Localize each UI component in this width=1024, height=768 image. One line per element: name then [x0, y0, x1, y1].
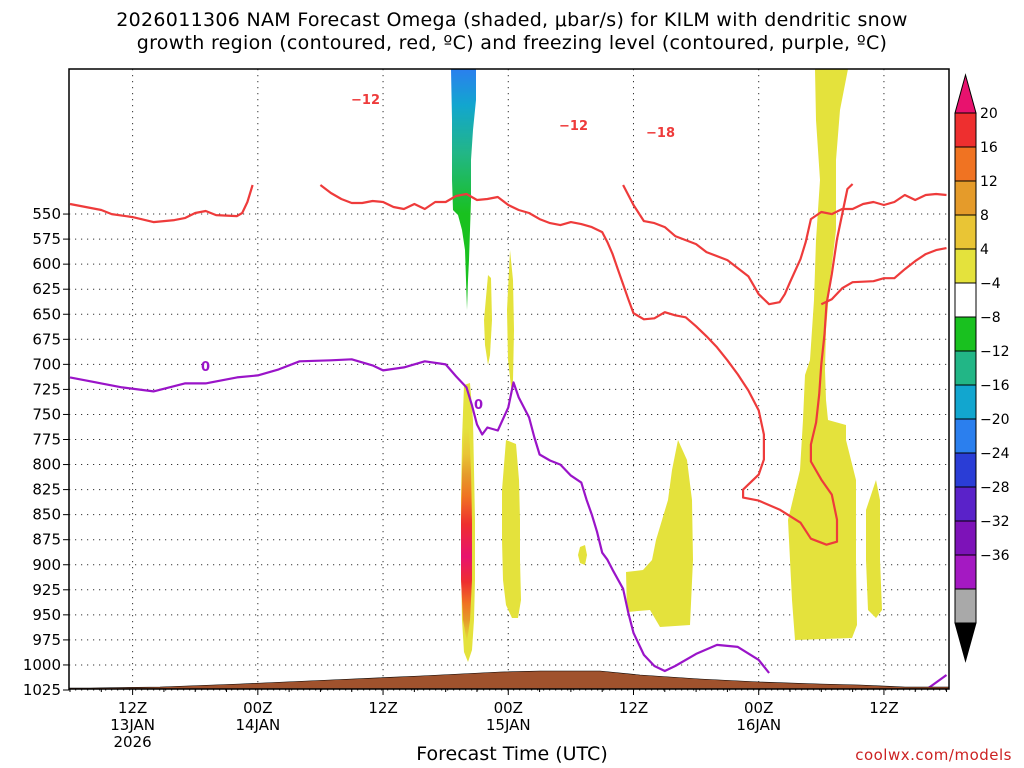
- colorbar-swatch: [954, 248, 977, 284]
- contour-curves: [69, 183, 948, 689]
- y-tick-label: 700: [32, 355, 61, 373]
- colorbar-swatch: [954, 214, 977, 250]
- colorbar-label: 8: [980, 208, 989, 224]
- colorbar-swatch: [954, 520, 977, 556]
- colorbar-bottom-arrow: [954, 622, 977, 663]
- x-tick-label: 00Z: [243, 699, 272, 717]
- colorbar-label: −32: [980, 514, 1010, 530]
- y-tick-label: 900: [32, 556, 61, 574]
- colorbar-swatch: [954, 418, 977, 454]
- y-tick-label: 950: [32, 606, 61, 624]
- colorbar-label: −20: [980, 412, 1010, 428]
- y-tick-label: 675: [32, 330, 61, 348]
- colorbar-label: 12: [980, 174, 998, 190]
- contour-label-minus18: −18: [646, 126, 675, 141]
- omega-ascent-band-2: [502, 440, 521, 618]
- y-tick-label: 1025: [23, 681, 61, 699]
- colorbar-label: −8: [980, 310, 1001, 326]
- colorbar-swatch: [954, 350, 977, 386]
- y-tick-label: 875: [32, 531, 61, 549]
- colorbar-swatch: [954, 112, 977, 148]
- x-tick-label: 13JAN: [110, 716, 155, 734]
- x-tick-label: 15JAN: [486, 716, 531, 734]
- contour-line: [622, 184, 947, 306]
- contour-label-minus12-a: −12: [351, 93, 380, 108]
- colorbar-swatch: [954, 588, 977, 624]
- y-tick-label: 975: [32, 631, 61, 649]
- y-tick-label: 650: [32, 305, 61, 323]
- contour-label-minus12-b: −12: [559, 119, 588, 134]
- contour-line: [820, 247, 947, 306]
- x-tick-label: 12Z: [869, 699, 898, 717]
- y-tick-label: 625: [32, 280, 61, 298]
- y-tick-label: 600: [32, 255, 61, 273]
- colorbar-swatch: [954, 452, 977, 488]
- colorbar: 20 16 12 8 4 −4 −8 −12 −16 −20 −24 −28 −32 −36: [954, 73, 1010, 663]
- plot-frame: [68, 68, 950, 690]
- y-tick-label: 850: [32, 506, 61, 524]
- omega-ascent-core-center: [461, 428, 472, 642]
- x-tick-label: 16JAN: [736, 716, 781, 734]
- x-tick-label: 12Z: [368, 699, 397, 717]
- colorbar-label: 16: [980, 140, 998, 156]
- omega-descent-region: [451, 69, 476, 310]
- y-tick-label: 550: [32, 205, 61, 223]
- x-axis-title: Forecast Time (UTC): [416, 743, 608, 765]
- colorbar-swatch: [954, 282, 977, 318]
- colorbar-swatch: [954, 180, 977, 216]
- y-tick-label: 800: [32, 456, 61, 474]
- credit-label: coolwx.com/models: [855, 746, 1012, 764]
- contour-line: [319, 183, 854, 546]
- terrain-fill: [68, 670, 950, 690]
- colorbar-top-arrow: [954, 73, 977, 114]
- colorbar-label: −16: [980, 378, 1010, 394]
- chart-subtitle: growth region (contoured, red, ºC) and f…: [136, 32, 888, 54]
- omega-ascent-band-5: [866, 480, 882, 618]
- colorbar-swatch: [954, 486, 977, 522]
- chart-title: 2026011306 NAM Forecast Omega (shaded, μ…: [116, 9, 908, 31]
- colorbar-label: −28: [980, 480, 1010, 496]
- omega-ascent-thin-2: [507, 250, 514, 395]
- colorbar-label: −24: [980, 446, 1010, 462]
- y-tick-label: 825: [32, 481, 61, 499]
- contour-line: [69, 184, 254, 224]
- x-tick-label: 12Z: [118, 699, 147, 717]
- omega-shading: [451, 69, 882, 662]
- y-tick-label: 775: [32, 431, 61, 449]
- y-tick-label: 1000: [23, 656, 61, 674]
- omega-ascent-band-3: [626, 440, 693, 627]
- y-axis: 550 575 600 625 650 675 700 725 750 775 800 825 850 8…: [23, 205, 69, 699]
- colorbar-swatch: [954, 146, 977, 182]
- x-tick-label: 2026: [114, 733, 152, 751]
- x-tick-label: 00Z: [494, 699, 523, 717]
- colorbar-swatch: [954, 554, 977, 590]
- x-tick-label: 00Z: [744, 699, 773, 717]
- y-tick-label: 750: [32, 405, 61, 423]
- x-tick-label: 12Z: [619, 699, 648, 717]
- colorbar-swatch: [954, 384, 977, 420]
- x-tick-label: 14JAN: [235, 716, 280, 734]
- contour-label-zero-b: 0: [474, 398, 483, 413]
- colorbar-label: −36: [980, 548, 1010, 564]
- colorbar-label: 4: [980, 242, 989, 258]
- omega-ascent-spot: [578, 545, 587, 565]
- colorbar-label: −12: [980, 344, 1010, 360]
- colorbar-label: −4: [980, 276, 1001, 292]
- y-tick-label: 725: [32, 380, 61, 398]
- contour-labels: −12 −12 −18 0 0: [201, 93, 675, 413]
- contour-line: [69, 358, 770, 674]
- colorbar-swatch: [954, 316, 977, 352]
- terrain-ground: [68, 670, 950, 690]
- contour-label-zero-a: 0: [201, 360, 210, 375]
- y-tick-label: 925: [32, 581, 61, 599]
- colorbar-label: 20: [980, 106, 998, 122]
- omega-ascent-thin-1: [484, 275, 492, 365]
- y-tick-label: 575: [32, 230, 61, 248]
